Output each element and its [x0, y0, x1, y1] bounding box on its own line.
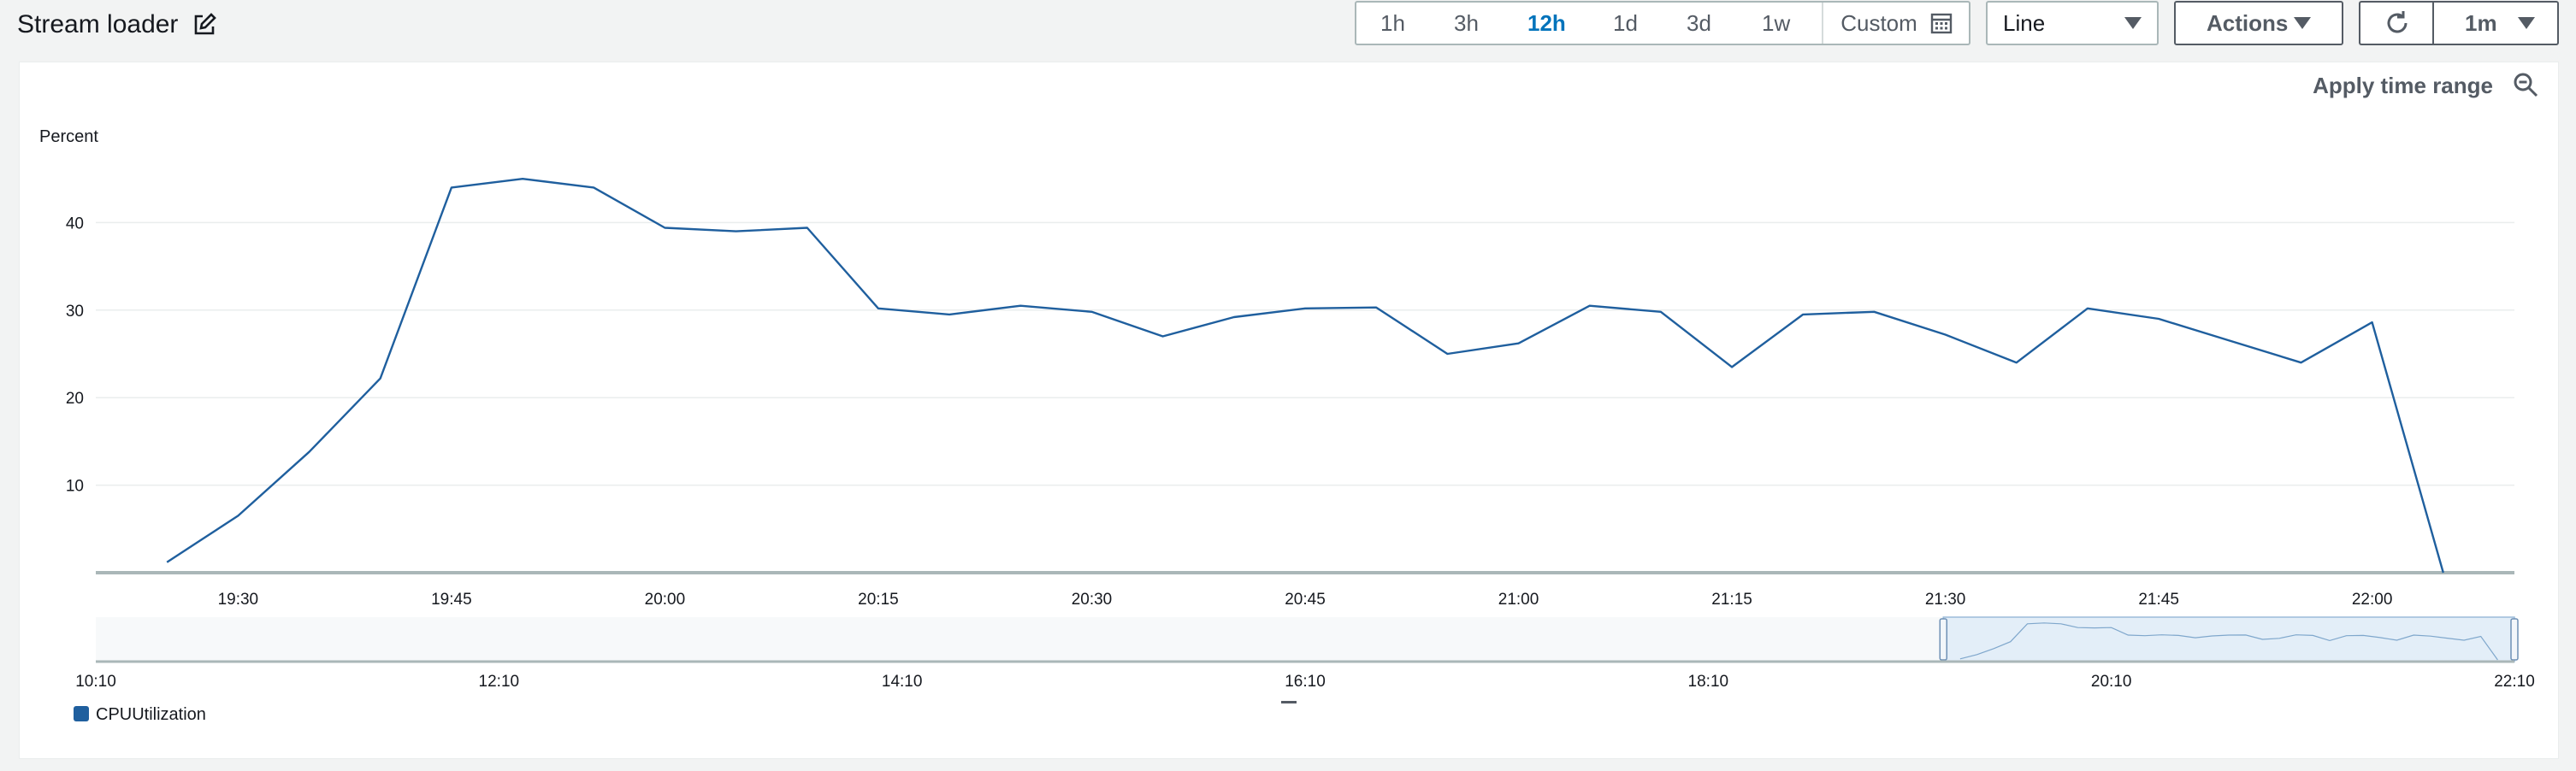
refresh-interval-value: 1m: [2465, 9, 2497, 36]
data-point[interactable]: [588, 182, 599, 192]
range-3h[interactable]: 3h: [1454, 9, 1479, 36]
overview-x-tick-label: 10:10: [75, 673, 116, 691]
data-point[interactable]: [162, 557, 172, 568]
data-point[interactable]: [1656, 307, 1666, 317]
data-point[interactable]: [1941, 329, 1951, 339]
legend-item-cpuutilization[interactable]: CPUUtilization: [96, 705, 206, 724]
data-point[interactable]: [944, 309, 954, 320]
data-point[interactable]: [731, 227, 741, 237]
y-tick-label: 40: [66, 215, 84, 232]
data-point[interactable]: [2154, 314, 2164, 324]
x-tick-label: 21:30: [1925, 591, 1966, 609]
overview-x-tick-label: 16:10: [1285, 673, 1326, 691]
x-tick-label: 20:00: [645, 591, 686, 609]
data-point[interactable]: [1514, 338, 1524, 349]
data-point[interactable]: [2012, 357, 2022, 368]
data-point[interactable]: [446, 182, 457, 192]
chart-type-select[interactable]: Line: [1986, 1, 2159, 45]
overview-series-line: [1959, 622, 2498, 661]
overview-x-tick-label: 14:10: [882, 673, 923, 691]
series-line-cpuutilization: [166, 177, 2444, 574]
edit-icon[interactable]: [192, 12, 217, 38]
overview-selection[interactable]: [1942, 616, 2515, 662]
actions-button[interactable]: Actions: [2174, 1, 2343, 45]
legend-swatch: [74, 706, 89, 721]
data-point[interactable]: [2224, 336, 2235, 346]
y-axis-label: Percent: [39, 127, 98, 146]
overview-handle-left[interactable]: [1939, 618, 1948, 661]
range-1h[interactable]: 1h: [1380, 9, 1405, 36]
x-tick-label: 20:15: [858, 591, 899, 609]
data-point[interactable]: [802, 223, 812, 233]
data-point[interactable]: [1585, 301, 1595, 311]
data-point[interactable]: [2083, 303, 2093, 314]
overview-x-tick-label: 20:10: [2091, 673, 2132, 691]
overview-x-tick-label: 22:10: [2494, 673, 2535, 691]
range-3d[interactable]: 3d: [1687, 9, 1711, 36]
refresh-button[interactable]: [2359, 1, 2434, 45]
resize-handle[interactable]: [1281, 701, 1297, 703]
custom-label: Custom: [1840, 9, 1917, 36]
data-point[interactable]: [659, 223, 670, 233]
actions-label: Actions: [2207, 9, 2289, 36]
data-point[interactable]: [1798, 309, 1808, 320]
overview-x-tick-label: 12:10: [479, 673, 520, 691]
y-tick-label: 20: [66, 390, 84, 408]
data-point[interactable]: [1086, 307, 1096, 317]
range-1d[interactable]: 1d: [1613, 9, 1638, 36]
data-point[interactable]: [2367, 317, 2378, 327]
data-point[interactable]: [1229, 312, 1239, 322]
refresh-interval-select[interactable]: 1m: [2432, 1, 2559, 45]
caret-down-icon: [2124, 17, 2142, 29]
data-point[interactable]: [1442, 349, 1452, 359]
data-point[interactable]: [2438, 568, 2449, 578]
data-point[interactable]: [375, 374, 386, 384]
x-tick-label: 21:15: [1711, 591, 1752, 609]
x-tick-label: 19:30: [218, 591, 259, 609]
data-point[interactable]: [1158, 332, 1168, 342]
y-tick-label: 10: [66, 478, 84, 496]
data-point[interactable]: [517, 174, 528, 184]
x-tick-label: 22:00: [2352, 591, 2393, 609]
zoom-out-icon[interactable]: [2512, 71, 2539, 98]
x-tick-label: 21:00: [1498, 591, 1539, 609]
data-point[interactable]: [1371, 303, 1381, 313]
chart-type-value: Line: [2003, 9, 2046, 36]
overview-handle-right[interactable]: [2510, 618, 2519, 661]
x-tick-label: 19:45: [431, 591, 472, 609]
range-12h[interactable]: 12h: [1527, 9, 1566, 36]
caret-down-icon: [2518, 17, 2535, 29]
data-point[interactable]: [1727, 362, 1737, 372]
caret-down-icon: [2294, 17, 2311, 29]
time-range-selector: 1h 3h 12h 1d 3d 1w Custom: [1355, 1, 1970, 45]
custom-range-button[interactable]: Custom: [1822, 3, 1970, 44]
apply-time-range-link[interactable]: Apply time range: [2313, 73, 2493, 98]
data-point[interactable]: [873, 303, 883, 314]
x-tick-label: 20:45: [1285, 591, 1326, 609]
x-tick-label: 21:45: [2138, 591, 2179, 609]
data-point[interactable]: [1869, 307, 1879, 317]
range-1w[interactable]: 1w: [1762, 9, 1791, 36]
data-point[interactable]: [1300, 303, 1310, 314]
data-point[interactable]: [2295, 357, 2306, 368]
data-point[interactable]: [233, 510, 243, 521]
calendar-icon: [1929, 11, 1953, 35]
data-point[interactable]: [304, 447, 315, 457]
refresh-icon: [2387, 11, 2408, 33]
overview-x-tick-label: 18:10: [1688, 673, 1729, 691]
x-tick-label: 20:30: [1072, 591, 1113, 609]
page-title: Stream loader: [17, 10, 179, 38]
header: Stream loader: [17, 7, 217, 43]
data-point[interactable]: [1015, 301, 1025, 311]
y-tick-label: 30: [66, 303, 84, 321]
